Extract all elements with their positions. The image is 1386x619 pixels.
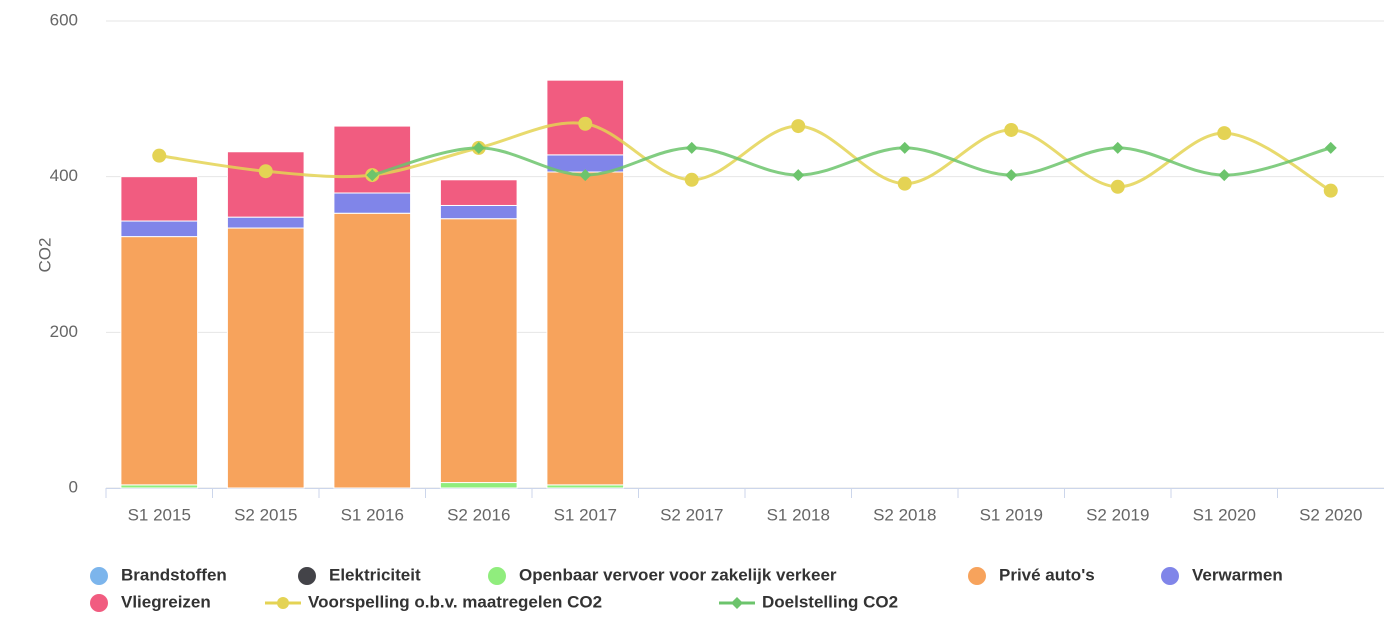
y-tick-label: 0 bbox=[69, 477, 78, 496]
marker bbox=[1111, 141, 1124, 154]
marker bbox=[1005, 169, 1018, 182]
marker bbox=[1217, 126, 1232, 141]
marker bbox=[684, 172, 699, 187]
x-tick-label: S1 2020 bbox=[1193, 505, 1256, 524]
marker bbox=[366, 169, 379, 182]
bar-segment bbox=[439, 204, 518, 220]
x-tick-label: S1 2016 bbox=[341, 505, 404, 524]
bar-segment bbox=[226, 216, 305, 229]
legend-symbol bbox=[488, 567, 506, 585]
x-tick-label: S2 2018 bbox=[873, 505, 936, 524]
marker bbox=[1324, 141, 1337, 154]
marker bbox=[1110, 179, 1125, 194]
bar-segment bbox=[333, 192, 412, 214]
x-tick-label: S1 2015 bbox=[128, 505, 191, 524]
x-tick-label: S2 2017 bbox=[660, 505, 723, 524]
legend-symbol bbox=[731, 597, 743, 609]
marker bbox=[258, 164, 273, 179]
bar-segment bbox=[439, 482, 518, 489]
x-tick-label: S1 2019 bbox=[980, 505, 1043, 524]
y-tick-label: 600 bbox=[50, 10, 78, 29]
line bbox=[371, 146, 1332, 177]
bar-segment bbox=[333, 212, 412, 489]
legend-label: Doelstelling CO2 bbox=[762, 592, 898, 611]
marker bbox=[578, 116, 593, 131]
x-tick-label: S2 2015 bbox=[234, 505, 297, 524]
bar-segment bbox=[120, 220, 199, 238]
marker bbox=[1004, 122, 1019, 137]
y-tick-label: 200 bbox=[50, 322, 78, 341]
bar-segment bbox=[120, 176, 199, 222]
y-tick-label: 400 bbox=[50, 166, 78, 185]
bar-segment bbox=[439, 218, 518, 484]
bar-segment bbox=[333, 125, 412, 194]
marker bbox=[1323, 183, 1338, 198]
marker bbox=[472, 141, 485, 154]
legend-label: Privé auto's bbox=[999, 565, 1095, 584]
marker bbox=[791, 119, 806, 134]
marker bbox=[792, 169, 805, 182]
bar-segment bbox=[226, 227, 305, 489]
legend-symbol bbox=[968, 567, 986, 585]
marker bbox=[898, 141, 911, 154]
x-tick-label: S2 2020 bbox=[1299, 505, 1362, 524]
legend-label: Brandstoffen bbox=[121, 565, 227, 584]
legend-symbol bbox=[90, 594, 108, 612]
legend-symbol bbox=[1161, 567, 1179, 585]
legend-label: Elektriciteit bbox=[329, 565, 421, 584]
bar-segment bbox=[546, 171, 625, 486]
legend-symbol bbox=[277, 597, 289, 609]
bar-segment bbox=[226, 151, 305, 218]
legend-label: Voorspelling o.b.v. maatregelen CO2 bbox=[308, 592, 602, 611]
legend-symbol bbox=[90, 567, 108, 585]
legend-label: Verwarmen bbox=[1192, 565, 1283, 584]
x-tick-label: S2 2019 bbox=[1086, 505, 1149, 524]
legend-label: Vliegreizen bbox=[121, 592, 211, 611]
marker bbox=[1218, 169, 1231, 182]
marker bbox=[897, 176, 912, 191]
marker bbox=[579, 169, 592, 182]
legend-label: Openbaar vervoer voor zakelijk verkeer bbox=[519, 565, 837, 584]
x-tick-label: S1 2017 bbox=[554, 505, 617, 524]
bar-segment bbox=[120, 236, 199, 486]
legend-symbol bbox=[298, 567, 316, 585]
marker bbox=[685, 141, 698, 154]
bar-segment bbox=[439, 179, 518, 206]
y-axis-title: CO2 bbox=[35, 238, 54, 273]
x-tick-label: S1 2018 bbox=[767, 505, 830, 524]
marker bbox=[152, 148, 167, 163]
x-tick-label: S2 2016 bbox=[447, 505, 510, 524]
